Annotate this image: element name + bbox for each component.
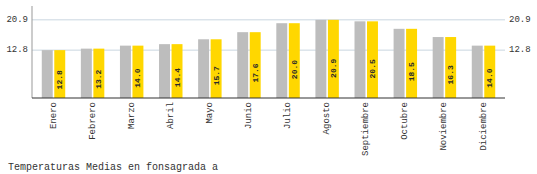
- y-axis-line: [32, 6, 33, 98]
- data-label: 14.0: [133, 68, 142, 87]
- bar: [484, 46, 495, 98]
- bar: [328, 20, 339, 98]
- x-tick-label: Abril: [166, 102, 176, 129]
- x-tick-label: Enero: [49, 102, 59, 129]
- shadow-bar: [433, 37, 444, 98]
- bar: [406, 29, 417, 98]
- x-tick-label: Noviembre: [439, 102, 449, 151]
- grid-line: [32, 19, 505, 20]
- x-tick-label: Septiembre: [361, 102, 371, 156]
- data-label: 20.5: [368, 59, 377, 78]
- x-tick-label: Diciembre: [479, 102, 489, 151]
- shadow-bar: [198, 39, 209, 98]
- x-tick-label: Mayo: [205, 102, 215, 124]
- title: Temperaturas Medias en fonsagrada a: [8, 162, 218, 173]
- shadow-bar: [355, 21, 366, 98]
- shadow-bar: [42, 50, 53, 98]
- shadow-bar: [276, 23, 287, 98]
- bar: [93, 49, 104, 98]
- shadow-bar: [120, 46, 131, 98]
- data-label: 14.4: [173, 68, 182, 87]
- bar: [367, 21, 378, 98]
- data-label: 13.2: [94, 69, 103, 88]
- shadow-bar: [394, 29, 405, 98]
- bar: [250, 32, 261, 98]
- x-tick-label: Julio: [283, 102, 293, 129]
- bars: [42, 20, 495, 98]
- chart: 12.8 13.2 14.0 14.4 15.7 17.6 20.0 20.9 20.5 18.5…: [0, 0, 537, 174]
- y-tick-label-right: 12.8: [509, 45, 531, 55]
- data-label: 14.0: [485, 68, 494, 87]
- shadow-bar: [315, 20, 326, 98]
- data-label: 12.8: [55, 70, 64, 89]
- bar: [445, 37, 456, 98]
- shadow-bar: [472, 46, 483, 98]
- x-tick-label: Junio: [244, 102, 254, 129]
- bar: [132, 46, 143, 98]
- x-axis-line: [32, 97, 505, 98]
- data-label: 17.6: [251, 63, 260, 82]
- x-tick-label: Agosto: [322, 102, 332, 134]
- y-tick-label-right: 20.9: [509, 15, 531, 25]
- shadow-bar: [81, 49, 92, 98]
- bar: [289, 23, 300, 98]
- y-tick-label: 12.8: [6, 45, 28, 55]
- data-label: 20.9: [329, 58, 338, 77]
- data-label: 20.0: [290, 60, 299, 79]
- bar: [211, 39, 222, 98]
- shadow-bar: [237, 32, 248, 98]
- bar: [54, 50, 65, 98]
- data-label: 18.5: [407, 62, 416, 81]
- shadow-bar: [159, 44, 170, 98]
- bar: [172, 44, 183, 98]
- data-label: 15.7: [212, 66, 221, 85]
- x-tick-label: Febrero: [88, 102, 98, 140]
- data-label: 16.3: [446, 65, 455, 84]
- x-tick-label: Octubre: [400, 102, 410, 140]
- x-tick-label: Marzo: [127, 102, 137, 129]
- y-tick-label: 20.9: [6, 15, 28, 25]
